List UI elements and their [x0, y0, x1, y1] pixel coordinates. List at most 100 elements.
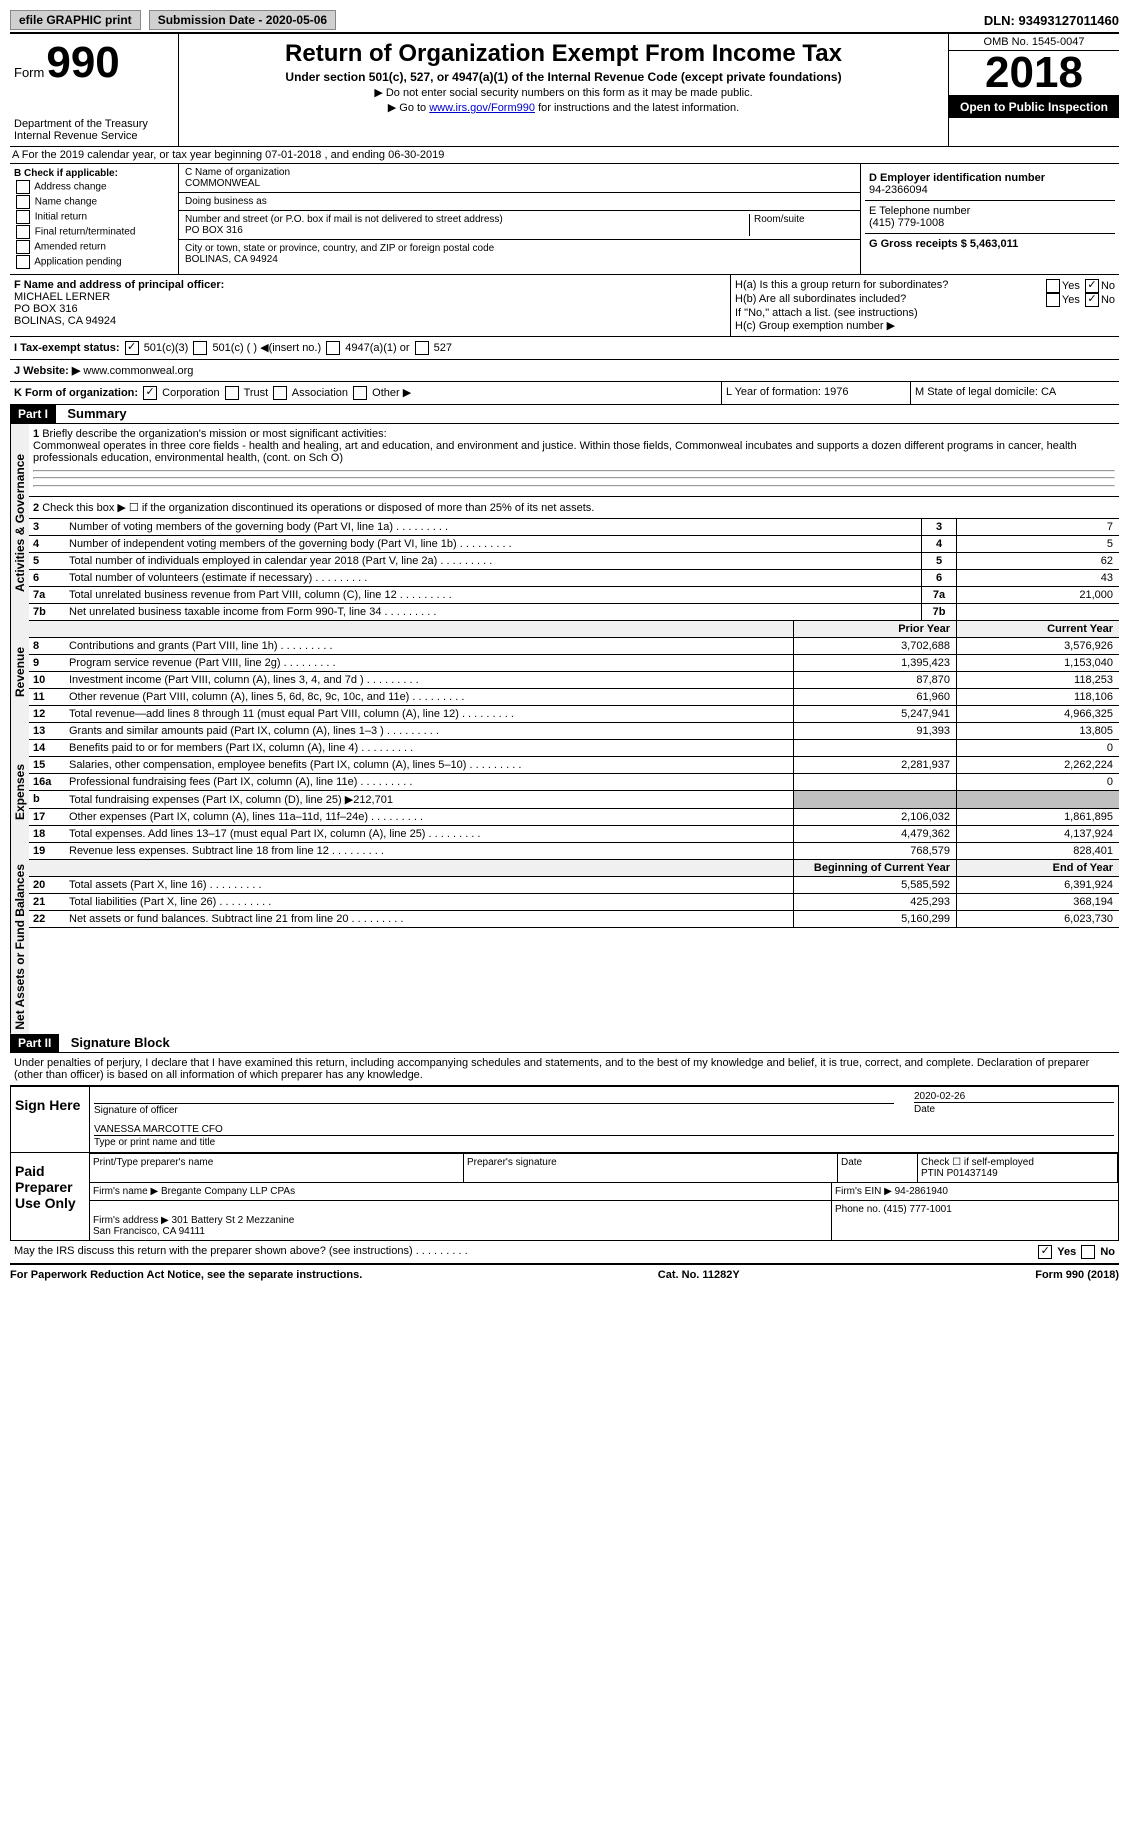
firm-name: Bregante Company LLP CPAs — [161, 1186, 295, 1197]
checkbox-application-pending[interactable] — [16, 255, 30, 269]
submission-date: Submission Date - 2020-05-06 — [149, 10, 336, 30]
ein-label: D Employer identification number — [869, 172, 1111, 184]
street-label: Number and street (or P.O. box if mail i… — [185, 214, 749, 225]
footer-form: Form 990 (2018) — [1035, 1269, 1119, 1281]
checkbox-other[interactable] — [353, 386, 367, 400]
checkbox-discuss-yes[interactable] — [1038, 1245, 1052, 1259]
irs-link[interactable]: www.irs.gov/Form990 — [429, 102, 535, 114]
prep-sig-label: Preparer's signature — [464, 1154, 838, 1183]
section-j: J Website: ▶ www.commonweal.org — [10, 360, 1119, 381]
table-row: 14 Benefits paid to or for members (Part… — [29, 740, 1119, 757]
begin-year-header: Beginning of Current Year — [793, 860, 956, 876]
table-row: b Total fundraising expenses (Part IX, c… — [29, 791, 1119, 809]
table-row: 11 Other revenue (Part VIII, column (A),… — [29, 689, 1119, 706]
note-ssn: ▶ Do not enter social security numbers o… — [183, 86, 944, 99]
checkbox-527[interactable] — [415, 341, 429, 355]
checkbox-address-change[interactable] — [16, 180, 30, 194]
city-label: City or town, state or province, country… — [185, 243, 854, 254]
current-year-header: Current Year — [956, 621, 1119, 637]
form-title: Return of Organization Exempt From Incom… — [183, 40, 944, 68]
phone-value: (415) 779-1008 — [869, 217, 1111, 229]
table-row: 16a Professional fundraising fees (Part … — [29, 774, 1119, 791]
prep-name-label: Print/Type preparer's name — [90, 1154, 464, 1183]
firm-ein: 94-2861940 — [895, 1186, 948, 1197]
form-header: Form 990 Department of the Treasury Inte… — [10, 34, 1119, 147]
table-row: 15 Salaries, other compensation, employe… — [29, 757, 1119, 774]
checkbox-trust[interactable] — [225, 386, 239, 400]
prep-date-label: Date — [838, 1154, 918, 1183]
part2-header: Part II — [10, 1034, 59, 1052]
org-name: COMMONWEAL — [185, 178, 854, 189]
prior-year-header: Prior Year — [793, 621, 956, 637]
tax-year: 2018 — [949, 51, 1119, 96]
table-row: 21 Total liabilities (Part X, line 26) 4… — [29, 894, 1119, 911]
table-row: 7b Net unrelated business taxable income… — [29, 604, 1119, 621]
checkbox-ha-no[interactable] — [1085, 279, 1099, 293]
checkbox-discuss-no[interactable] — [1081, 1245, 1095, 1259]
inspection-notice: Open to Public Inspection — [949, 96, 1119, 118]
table-row: 18 Total expenses. Add lines 13–17 (must… — [29, 826, 1119, 843]
checkbox-4947[interactable] — [326, 341, 340, 355]
section-b-label: B Check if applicable: — [14, 168, 174, 179]
section-c: C Name of organization COMMONWEAL Doing … — [179, 164, 861, 274]
checkbox-corporation[interactable] — [143, 386, 157, 400]
checkbox-ha-yes[interactable] — [1046, 279, 1060, 293]
top-bar: efile GRAPHIC print Submission Date - 20… — [10, 10, 1119, 34]
table-row: 4 Number of independent voting members o… — [29, 536, 1119, 553]
firm-phone: (415) 777-1001 — [883, 1204, 951, 1215]
checkbox-final-return[interactable] — [16, 225, 30, 239]
checkbox-initial-return[interactable] — [16, 210, 30, 224]
discuss-question: May the IRS discuss this return with the… — [14, 1245, 468, 1259]
check-self: Check ☐ if self-employed — [921, 1157, 1034, 1168]
signature-officer-label: Signature of officer — [94, 1103, 894, 1116]
label-netassets: Net Assets or Fund Balances — [10, 860, 29, 1034]
checkbox-hb-yes[interactable] — [1046, 293, 1060, 307]
table-row: 12 Total revenue—add lines 8 through 11 … — [29, 706, 1119, 723]
efile-button[interactable]: efile GRAPHIC print — [10, 10, 141, 30]
checkbox-501c3[interactable] — [125, 341, 139, 355]
checkbox-501c[interactable] — [193, 341, 207, 355]
table-row: 17 Other expenses (Part IX, column (A), … — [29, 809, 1119, 826]
firm-addr-label: Firm's address ▶ — [93, 1215, 169, 1226]
label-expenses: Expenses — [10, 723, 29, 860]
checkbox-amended[interactable] — [16, 240, 30, 254]
footer-catalog: Cat. No. 11282Y — [658, 1269, 740, 1281]
line1-label: Briefly describe the organization's miss… — [42, 428, 386, 440]
officer-name: VANESSA MARCOTTE CFO — [94, 1124, 1114, 1135]
form-subtitle: Under section 501(c), 527, or 4947(a)(1)… — [183, 70, 944, 84]
type-name-label: Type or print name and title — [94, 1135, 1114, 1148]
table-row: 19 Revenue less expenses. Subtract line … — [29, 843, 1119, 860]
footer-paperwork: For Paperwork Reduction Act Notice, see … — [10, 1269, 362, 1281]
part1-header: Part I — [10, 405, 56, 423]
section-i: I Tax-exempt status: 501(c)(3) 501(c) ( … — [10, 337, 1119, 359]
phone-label: E Telephone number — [869, 205, 1111, 217]
checkbox-association[interactable] — [273, 386, 287, 400]
table-row: 5 Total number of individuals employed i… — [29, 553, 1119, 570]
part2-title: Signature Block — [71, 1035, 170, 1050]
section-a: A For the 2019 calendar year, or tax yea… — [10, 147, 1119, 164]
paid-preparer-label: Paid Preparer Use Only — [11, 1153, 90, 1240]
org-name-label: C Name of organization — [185, 167, 854, 178]
firm-name-label: Firm's name ▶ — [93, 1186, 158, 1197]
label-revenue: Revenue — [10, 621, 29, 723]
firm-phone-label: Phone no. — [835, 1204, 881, 1215]
ein-value: 94-2366094 — [869, 184, 1111, 196]
room-label: Room/suite — [754, 214, 854, 225]
table-row: 8 Contributions and grants (Part VIII, l… — [29, 638, 1119, 655]
signature-date: 2020-02-26 — [914, 1091, 1114, 1102]
table-row: 6 Total number of volunteers (estimate i… — [29, 570, 1119, 587]
dln: DLN: 93493127011460 — [984, 13, 1119, 28]
note-goto-post: for instructions and the latest informat… — [538, 102, 739, 114]
ptin-value: P01437149 — [947, 1168, 998, 1179]
line2-text: Check this box ▶ ☐ if the organization d… — [42, 502, 594, 514]
checkbox-name-change[interactable] — [16, 195, 30, 209]
sign-here-label: Sign Here — [11, 1087, 90, 1152]
table-row: 20 Total assets (Part X, line 16) 5,585,… — [29, 877, 1119, 894]
ptin-label: PTIN — [921, 1168, 944, 1179]
table-row: 22 Net assets or fund balances. Subtract… — [29, 911, 1119, 928]
label-activities-governance: Activities & Governance — [10, 424, 29, 621]
mission-text: Commonweal operates in three core fields… — [33, 440, 1077, 464]
checkbox-hb-no[interactable] — [1085, 293, 1099, 307]
section-f: F Name and address of principal officer:… — [10, 275, 730, 336]
date-label: Date — [914, 1102, 1114, 1115]
